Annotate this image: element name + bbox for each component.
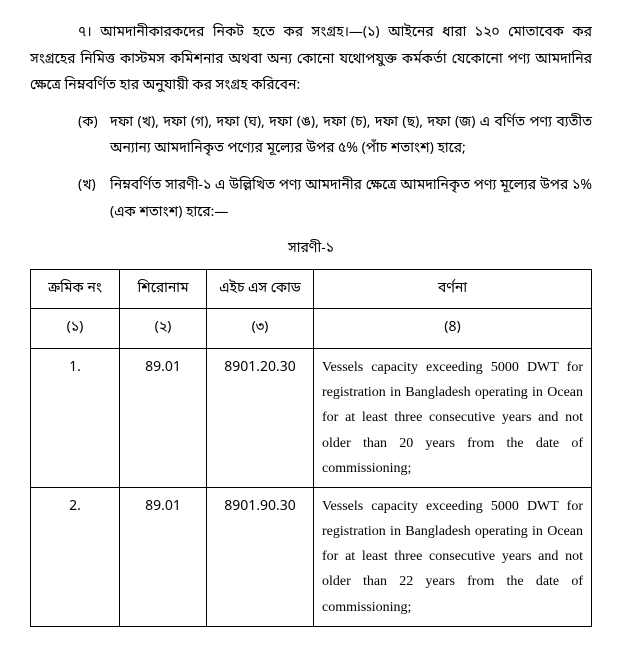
clause-label: (ক)	[78, 110, 110, 163]
col-subheader: (১)	[31, 309, 120, 349]
table-row: 2. 89.01 8901.90.30 Vessels capacity exc…	[31, 487, 592, 626]
col-header-title: শিরোনাম	[120, 269, 207, 309]
cell-hscode: 8901.20.30	[207, 348, 314, 487]
clause-body: নিম্নবর্ণিত সারণী-১ এ উল্লিখিত পণ্য আমদা…	[110, 173, 592, 226]
col-header-serial: ক্রমিক নং	[31, 269, 120, 309]
cell-serial: 2.	[31, 487, 120, 626]
table-header-row: ক্রমিক নং শিরোনাম এইচ এস কোড বর্ণনা	[31, 269, 592, 309]
table-sarani-1: ক্রমিক নং শিরোনাম এইচ এস কোড বর্ণনা (১) …	[30, 269, 592, 627]
intro-paragraph: ৭। আমদানীকারকদের নিকট হতে কর সংগ্রহ।—(১)…	[30, 20, 592, 100]
table-subheader-row: (১) (২) (৩) (8)	[31, 309, 592, 349]
clause-ka: (ক) দফা (খ), দফা (গ), দফা (ঘ), দফা (ঙ), …	[78, 110, 592, 163]
clause-body: দফা (খ), দফা (গ), দফা (ঘ), দফা (ঙ), দফা …	[110, 110, 592, 163]
cell-description: Vessels capacity exceeding 5000 DWT for …	[314, 487, 592, 626]
col-header-description: বর্ণনা	[314, 269, 592, 309]
cell-serial: 1.	[31, 348, 120, 487]
table-row: 1. 89.01 8901.20.30 Vessels capacity exc…	[31, 348, 592, 487]
col-subheader: (৩)	[207, 309, 314, 349]
col-subheader: (২)	[120, 309, 207, 349]
cell-description: Vessels capacity exceeding 5000 DWT for …	[314, 348, 592, 487]
table-title: সারণী-১	[30, 236, 592, 263]
col-subheader: (8)	[314, 309, 592, 349]
cell-title: 89.01	[120, 348, 207, 487]
clause-kha: (খ) নিম্নবর্ণিত সারণী-১ এ উল্লিখিত পণ্য …	[78, 173, 592, 226]
cell-title: 89.01	[120, 487, 207, 626]
clause-label: (খ)	[78, 173, 110, 226]
col-header-hscode: এইচ এস কোড	[207, 269, 314, 309]
cell-hscode: 8901.90.30	[207, 487, 314, 626]
